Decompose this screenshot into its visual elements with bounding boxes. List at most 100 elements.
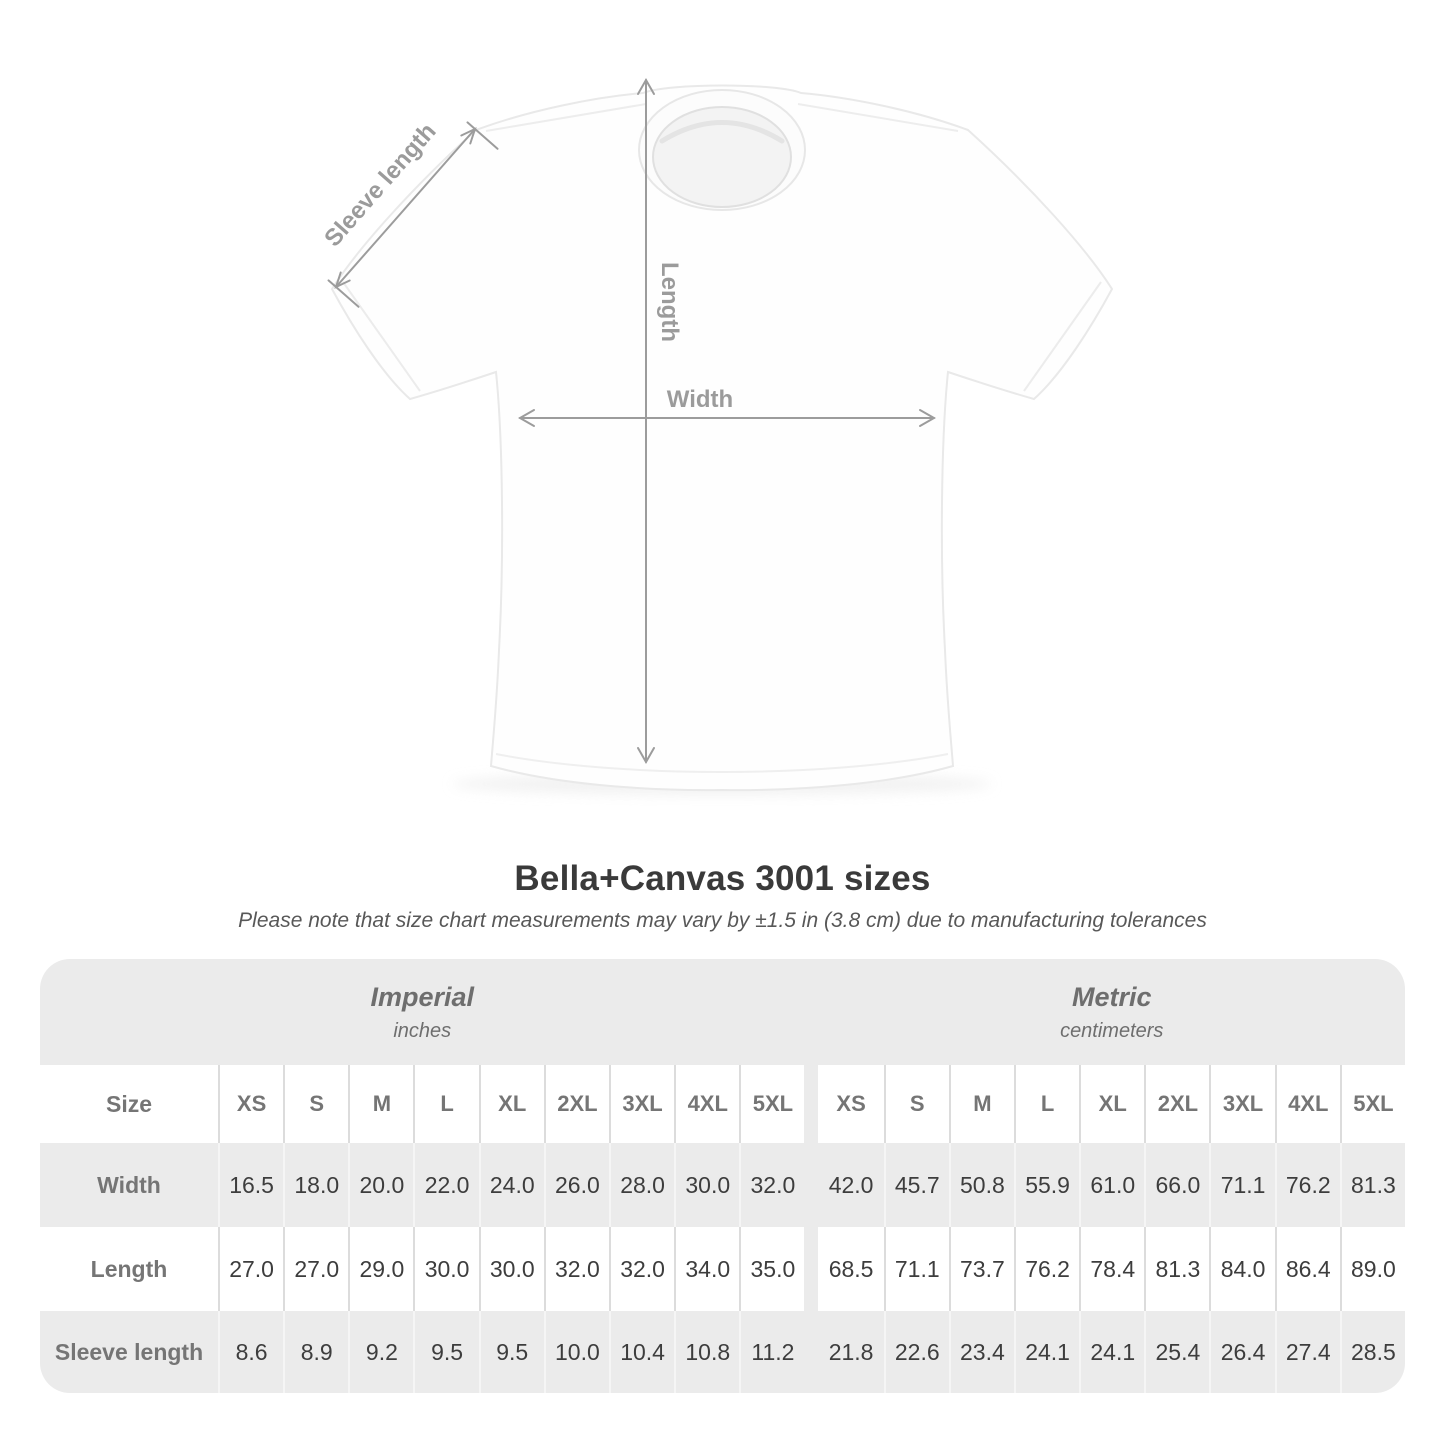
length-arrow [637,77,655,765]
size-col-header-metric-l: L [1013,1065,1080,1143]
table-cell-imperial: 8.9 [283,1311,348,1393]
table-cell-imperial: 9.2 [348,1311,413,1393]
table-cell-metric: 81.3 [1144,1227,1210,1311]
table-cell-imperial: 30.0 [674,1143,739,1227]
table-cell-metric: 76.2 [1274,1143,1340,1227]
size-col-header-metric-xs: XS [818,1065,884,1143]
collar-inner-shadow [659,120,785,144]
half-divider [804,1065,818,1143]
size-col-header-metric-2xl: 2XL [1144,1065,1210,1143]
row-label: Length [40,1227,218,1311]
table-cell-metric: 84.0 [1209,1227,1275,1311]
tshirt-measurement-diagram: Sleeve length Length Width [319,77,1114,795]
table-cell-metric: 28.5 [1339,1311,1405,1393]
size-col-header-metric-5xl: 5XL [1339,1065,1405,1143]
table-cell-metric: 86.4 [1274,1227,1340,1311]
half-divider [804,1311,818,1393]
row-label: Sleeve length [54,1338,204,1365]
table-cell-metric: 81.3 [1339,1143,1405,1227]
table-cell-metric: 55.9 [1013,1143,1079,1227]
table-cell-imperial: 22.0 [413,1143,478,1227]
width-label: Width [667,386,733,413]
table-cell-metric: 50.8 [948,1143,1014,1227]
table-cell-metric: 78.4 [1079,1227,1145,1311]
size-col-header-imperial-4xl: 4XL [674,1065,740,1143]
table-cell-metric: 24.1 [1079,1311,1144,1393]
table-cell-imperial: 8.6 [218,1311,283,1393]
unit-group-metric-label: Metric [1071,981,1152,1012]
size-chart-heading: Bella+Canvas 3001 sizes Please note that… [0,859,1445,933]
size-header-label: Size [40,1065,218,1143]
unit-group-imperial: Imperial inches [40,959,805,1065]
size-col-header-imperial-2xl: 2XL [543,1065,609,1143]
size-header-row: Size XS S M L XL 2XL 3XL 4XL 5XL XS S M L XL 2XL 3XL 4XL 5… [40,1065,1405,1143]
table-cell-imperial: 32.0 [543,1227,609,1311]
left-cuff-fold [342,281,421,392]
table-cell-imperial: 10.0 [543,1311,609,1393]
table-cell-imperial: 10.8 [674,1311,739,1393]
size-col-header-imperial-xs: XS [218,1065,284,1143]
size-col-header-imperial-s: S [283,1065,349,1143]
table-cell-metric: 71.1 [883,1227,949,1311]
size-col-header-imperial-l: L [413,1065,479,1143]
size-table: Imperial inches Metric centimeters Size XS S M L… [40,959,1405,1393]
table-cell-imperial: 9.5 [478,1311,544,1393]
row-label: Width [97,1171,161,1198]
size-col-header-imperial-m: M [348,1065,414,1143]
size-chart-title: Bella+Canvas 3001 sizes [514,859,931,898]
table-cell-imperial: 28.0 [608,1143,674,1227]
table-cell-imperial: 16.5 [218,1143,283,1227]
table-cell-imperial: 29.0 [348,1227,414,1311]
table-cell-imperial: 30.0 [478,1227,544,1311]
table-row: Length 27.0 27.0 29.0 30.0 30.0 32.0 32.0 34.0 35… [40,1227,1405,1311]
table-cell-imperial: 35.0 [739,1227,805,1311]
size-col-header-metric-3xl: 3XL [1209,1065,1275,1143]
table-cell-imperial: 32.0 [608,1227,675,1311]
table-cell-imperial: 30.0 [413,1227,479,1311]
table-cell-imperial: 32.0 [739,1143,804,1227]
collar-inner [652,106,792,208]
table-cell-metric: 26.4 [1209,1311,1274,1393]
table-cell-metric: 71.1 [1209,1143,1274,1227]
table-cell-metric: 89.0 [1339,1227,1405,1311]
size-col-header-imperial-xl: XL [478,1065,544,1143]
half-divider [804,1143,818,1227]
unit-groups-row: Imperial inches Metric centimeters [40,959,1405,1065]
sleeve-length-arrow [327,121,499,308]
table-cell-imperial: 20.0 [348,1143,413,1227]
size-col-header-metric-s: S [883,1065,949,1143]
table-cell-imperial: 24.0 [478,1143,544,1227]
table-cell-metric: 73.7 [948,1227,1014,1311]
table-cell-metric: 76.2 [1013,1227,1080,1311]
table-cell-metric: 45.7 [883,1143,949,1227]
table-cell-imperial: 34.0 [674,1227,740,1311]
unit-group-metric-unit: centimeters [1060,1019,1164,1042]
table-cell-metric: 24.1 [1013,1311,1079,1393]
table-cell-imperial: 27.0 [218,1227,284,1311]
width-arrow [517,409,937,427]
table-cell-metric: 42.0 [828,1171,874,1198]
table-cell-imperial: 9.5 [413,1311,478,1393]
size-chart-subtitle: Please note that size chart measurements… [238,909,1207,932]
table-cell-metric: 68.5 [818,1227,884,1311]
table-cell-metric: 61.0 [1079,1143,1144,1227]
table-cell-imperial: 10.4 [608,1311,674,1393]
unit-group-imperial-unit: inches [393,1019,452,1042]
size-col-header-metric-4xl: 4XL [1274,1065,1340,1143]
table-row: Sleeve length 8.6 8.9 9.2 9.5 9.5 10.0 10.4 10.8… [40,1311,1405,1393]
table-cell-metric: 23.4 [948,1311,1014,1393]
table-cell-metric: 27.4 [1274,1311,1340,1393]
table-cell-imperial: 18.0 [283,1143,348,1227]
half-divider [804,1227,818,1311]
size-col-header-metric-xl: XL [1079,1065,1145,1143]
unit-group-imperial-label: Imperial [370,981,475,1012]
table-cell-metric: 25.4 [1144,1311,1209,1393]
table-cell-imperial: 26.0 [543,1143,609,1227]
tshirt-graphic: Sleeve length Length Width [319,77,1114,795]
table-cell-imperial: 11.2 [739,1311,804,1393]
unit-group-metric: Metric centimeters [819,959,1406,1065]
tshirt-body [330,84,1114,792]
table-cell-metric: 22.6 [883,1311,949,1393]
table-cell-metric: 66.0 [1144,1143,1209,1227]
size-col-header-imperial-5xl: 5XL [739,1065,805,1143]
